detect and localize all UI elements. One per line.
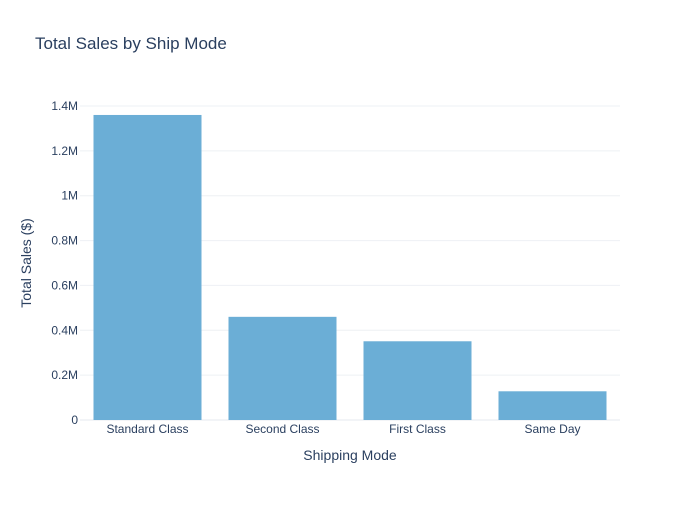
x-tick-label: First Class (389, 422, 446, 436)
y-tick-label: 0.8M (51, 234, 78, 248)
y-tick-labels: 0 0.2M 0.4M 0.6M 0.8M 1M 1.2M 1.4M (51, 99, 78, 427)
x-tick-label: Same Day (524, 422, 580, 436)
y-axis-title: Total Sales ($) (18, 218, 34, 307)
x-tick-labels: Standard Class Second Class First Class Sam… (106, 422, 580, 436)
y-tick-label: 0.6M (51, 278, 78, 292)
x-tick-label: Second Class (245, 422, 319, 436)
x-tick-label: Standard Class (106, 422, 188, 436)
x-axis-title: Shipping Mode (303, 447, 397, 463)
bar[interactable] (498, 391, 607, 420)
y-tick-label: 1.2M (51, 144, 78, 158)
y-tick-label: 0.2M (51, 368, 78, 382)
y-tick-label: 1.4M (51, 99, 78, 113)
bar[interactable] (363, 341, 472, 420)
y-tick-label: 0 (71, 413, 78, 427)
y-tick-label: 0.4M (51, 323, 78, 337)
bar[interactable] (228, 316, 337, 420)
bars (93, 114, 607, 420)
chart-title: Total Sales by Ship Mode (35, 34, 227, 53)
bar[interactable] (93, 114, 202, 420)
y-tick-label: 1M (61, 189, 78, 203)
